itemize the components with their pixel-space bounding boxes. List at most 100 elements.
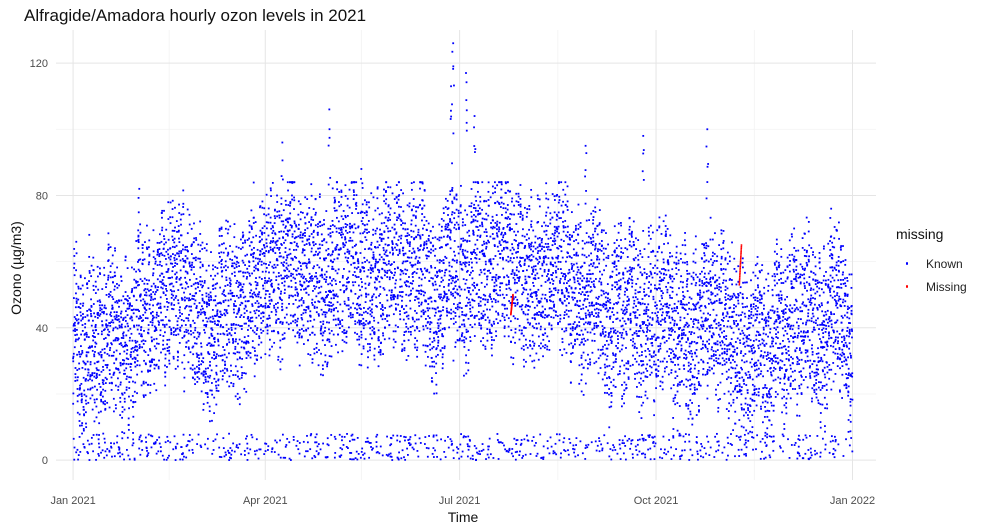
known-point <box>259 206 261 209</box>
known-point <box>251 295 253 298</box>
known-point <box>132 415 135 418</box>
known-point <box>496 235 499 238</box>
known-point <box>446 226 449 229</box>
known-point <box>160 450 162 453</box>
known-point <box>122 317 125 320</box>
known-point <box>211 393 214 396</box>
known-point <box>423 241 426 244</box>
known-point <box>297 200 300 203</box>
known-point <box>483 268 486 271</box>
known-point <box>249 327 252 329</box>
known-point <box>155 347 158 350</box>
known-point <box>122 337 125 339</box>
known-point <box>254 354 256 357</box>
known-point <box>235 266 238 268</box>
known-point <box>143 258 146 261</box>
known-point <box>430 356 433 359</box>
known-point <box>72 402 75 405</box>
known-point <box>458 306 461 309</box>
known-point <box>128 376 131 379</box>
known-point <box>331 268 333 270</box>
known-point <box>142 382 145 385</box>
known-point <box>512 297 515 300</box>
known-point <box>330 260 332 262</box>
known-point <box>508 223 511 226</box>
known-point <box>156 278 159 281</box>
known-point <box>322 442 325 445</box>
known-point <box>467 349 470 351</box>
known-point <box>465 331 468 333</box>
known-point <box>357 266 360 268</box>
known-point <box>481 217 484 220</box>
known-point <box>330 434 333 436</box>
known-point <box>324 304 327 306</box>
known-point <box>230 329 233 331</box>
known-point <box>216 319 219 322</box>
known-point <box>168 349 170 352</box>
known-point <box>314 211 317 214</box>
known-point <box>337 220 340 223</box>
known-point <box>109 322 111 324</box>
known-point <box>348 250 351 253</box>
known-point <box>452 294 455 297</box>
known-point <box>157 320 160 323</box>
known-point <box>168 454 170 457</box>
known-point <box>252 222 255 224</box>
known-point <box>493 244 496 246</box>
known-point <box>428 317 431 319</box>
known-point <box>186 272 189 275</box>
known-point <box>141 263 144 266</box>
known-point <box>455 275 457 278</box>
known-point <box>440 293 442 296</box>
known-point <box>492 225 495 228</box>
known-point <box>448 311 451 314</box>
known-point <box>228 459 231 461</box>
known-point <box>426 270 428 273</box>
known-point <box>166 347 169 350</box>
known-point <box>265 214 268 217</box>
known-point <box>300 304 303 307</box>
known-point <box>401 348 404 351</box>
known-point <box>349 227 352 230</box>
known-point <box>270 299 273 302</box>
known-point <box>292 329 295 332</box>
known-point <box>101 381 104 384</box>
known-point <box>513 239 516 241</box>
known-point <box>376 227 379 230</box>
known-point <box>199 250 201 253</box>
known-point <box>359 289 361 291</box>
known-point <box>156 248 159 251</box>
known-point <box>208 336 211 339</box>
known-point <box>489 296 492 298</box>
known-point <box>306 212 309 215</box>
known-point <box>329 225 332 228</box>
known-point <box>325 294 328 297</box>
known-point <box>287 230 290 233</box>
known-point <box>334 247 337 250</box>
known-point <box>75 252 78 255</box>
known-point <box>172 448 175 451</box>
known-point <box>174 206 176 209</box>
known-point <box>144 394 147 397</box>
known-point <box>512 455 514 458</box>
known-point <box>385 225 388 227</box>
known-point <box>277 287 280 290</box>
known-point <box>356 302 359 305</box>
known-point <box>132 312 135 315</box>
known-point <box>214 295 217 298</box>
known-point <box>398 205 400 208</box>
known-point <box>116 441 118 444</box>
known-point <box>199 308 202 311</box>
known-point <box>337 333 340 336</box>
known-point <box>366 231 369 234</box>
known-point <box>115 407 117 410</box>
known-point <box>388 278 391 281</box>
known-point <box>224 295 227 297</box>
known-point <box>172 308 175 311</box>
known-point <box>260 303 263 306</box>
known-point <box>94 326 97 329</box>
known-point <box>330 308 333 311</box>
known-point <box>340 227 343 229</box>
known-point <box>206 392 209 394</box>
known-point <box>485 212 488 215</box>
